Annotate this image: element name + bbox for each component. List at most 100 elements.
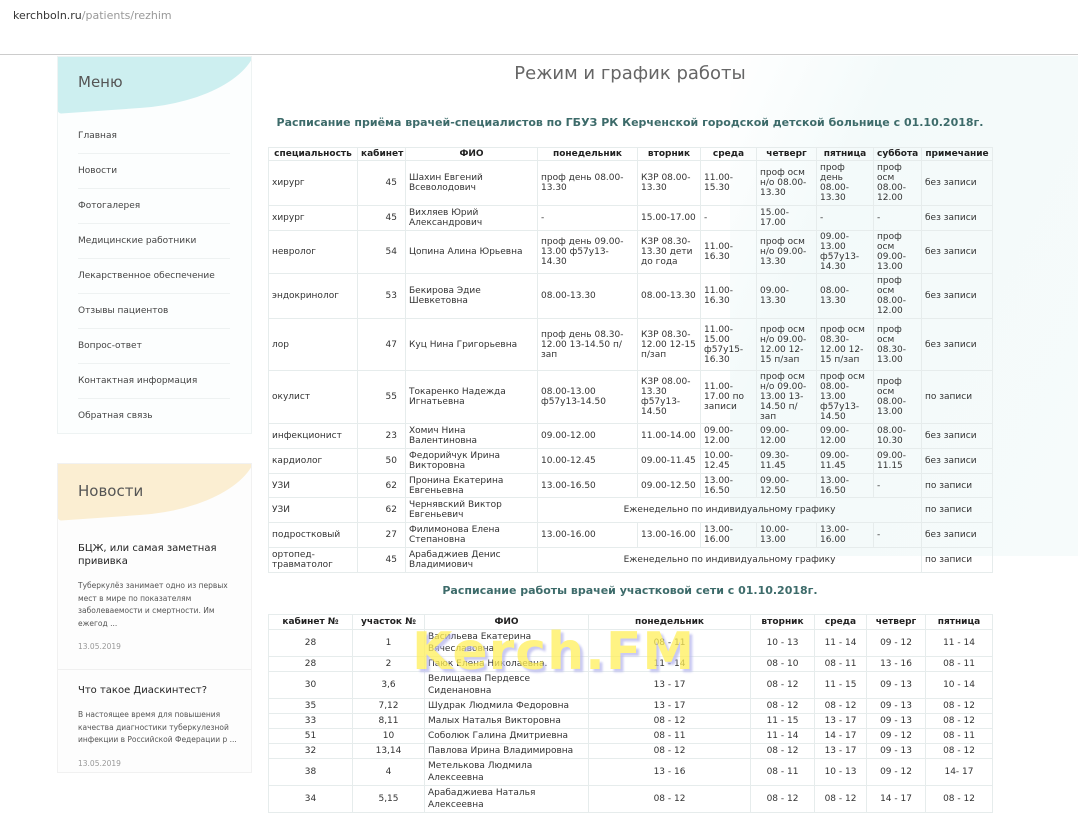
table-cell: без записи xyxy=(921,273,993,319)
news-item-date: 13.05.2019 xyxy=(78,758,121,768)
sidebar-item-link[interactable]: Новости xyxy=(78,154,230,189)
sidebar-item-link[interactable]: Контактная информация xyxy=(78,364,230,399)
table-cell: 13.00-16.50 xyxy=(700,473,757,498)
table-cell: 15.00-17.00 xyxy=(637,205,701,231)
table-cell: 45 xyxy=(357,160,406,206)
table-cell: Соболюк Галина Дмитриевна xyxy=(424,728,589,744)
table-cell: Арабаджиев Денис Владимиович xyxy=(405,547,538,573)
sidebar-item-link[interactable]: Вопрос-ответ xyxy=(78,329,230,364)
sidebar-item-link[interactable]: Фотогалерея xyxy=(78,189,230,224)
table-cell: невролог xyxy=(268,230,358,274)
table-cell: 09.00-12.00 xyxy=(816,423,874,449)
column-header: вторник xyxy=(750,614,815,630)
table-cell: окулист xyxy=(268,370,358,424)
table-cell: Васильева Екатерина Вячеславовна xyxy=(424,629,589,657)
column-header: примечание xyxy=(921,147,993,161)
table-cell: 32 xyxy=(268,743,353,759)
news-item-title[interactable]: Что такое Диаскинтест? xyxy=(78,685,208,696)
table-row: хирург 45 Шахин Евгений Всеволодович проф д… xyxy=(268,160,993,206)
news-item-title[interactable]: БЦЖ, или самая заметная прививка xyxy=(78,543,217,567)
specialists-heading: Расписание приёма врачей-специалистов по… xyxy=(276,116,984,129)
table-cell: 51 xyxy=(268,728,353,744)
table-cell: 09 - 12 xyxy=(866,758,926,786)
column-header: четверг xyxy=(756,147,817,161)
table-cell: 14 - 17 xyxy=(866,785,926,813)
table-row: инфекционист 23 Хомич Нина Валентиновна 09.… xyxy=(268,423,993,449)
table-cell: 3,6 xyxy=(352,671,425,699)
table-cell: 08 - 12 xyxy=(750,671,815,699)
table-cell: кардиолог xyxy=(268,448,358,474)
table-cell: 62 xyxy=(357,497,406,523)
table-cell: 09 - 13 xyxy=(866,713,926,729)
table-cell: 11.00-16.30 xyxy=(700,273,757,319)
table-cell: 33 xyxy=(268,713,353,729)
address-bar[interactable]: kerchboln.ru/patients/rezhim xyxy=(13,9,172,22)
table-cell: 08 - 11 xyxy=(925,728,993,744)
sidebar-item-link[interactable]: Главная xyxy=(78,119,230,154)
table-cell: 09.00-12.50 xyxy=(637,473,701,498)
table-cell: 13 - 17 xyxy=(588,698,751,714)
table-cell: 11.00-14.00 xyxy=(637,423,701,449)
table-row: кардиолог 50 Федорийчук Ирина Викторовна 10… xyxy=(268,448,993,474)
news-item[interactable]: Что такое Диаскинтест? В настоящее время… xyxy=(78,684,238,768)
table-cell: 08.00-13.30 xyxy=(816,273,874,319)
table-cell: - xyxy=(873,522,922,548)
url-path: /patients/rezhim xyxy=(81,9,172,22)
table-cell: проф осм н/о 08.00-13.30 xyxy=(756,160,817,206)
table-cell: - xyxy=(700,205,757,231)
table-cell: 10 - 14 xyxy=(925,671,993,699)
table-cell: УЗИ xyxy=(268,497,358,523)
table-cell: 08 - 11 xyxy=(588,629,751,657)
table-cell: 09.00-12.00 xyxy=(756,423,817,449)
table-cell: без записи xyxy=(921,318,993,371)
table-cell: 08 - 11 xyxy=(814,656,867,672)
table-cell: 38 xyxy=(268,758,353,786)
table-row: 38 4 Метелькова Людмила Алексеевна 13 - 16 0… xyxy=(268,758,993,786)
column-header: пятница xyxy=(925,614,993,630)
table-cell: 4 xyxy=(352,758,425,786)
table-cell: 11.00-15.30 xyxy=(700,160,757,206)
column-header: понедельник xyxy=(537,147,638,161)
column-header: участок № xyxy=(352,614,425,630)
table-row: 32 13,14 Павлова Ирина Владимировна 08 - 12… xyxy=(268,743,993,759)
table-cell: проф осм н/о 09.00-13.00 13-14.50 п/зап xyxy=(756,370,817,424)
table-cell: 09.00-11.45 xyxy=(637,448,701,474)
sidebar-item-link[interactable]: Отзывы пациентов xyxy=(78,294,230,329)
table-cell: 08 - 12 xyxy=(588,743,751,759)
table-cell: по записи xyxy=(921,497,993,523)
table-cell: Метелькова Людмила Алексеевна xyxy=(424,758,589,786)
table-cell: 09.00-13.30 xyxy=(756,273,817,319)
table-cell: 35 xyxy=(268,698,353,714)
table-cell: 10 - 13 xyxy=(750,629,815,657)
table-cell: 28 xyxy=(268,629,353,657)
table-cell: Малых Наталья Викторовна xyxy=(424,713,589,729)
table-cell: 08 - 12 xyxy=(814,785,867,813)
table-cell: 10.00-13.00 xyxy=(756,522,817,548)
news-item[interactable]: БЦЖ, или самая заметная прививка Туберку… xyxy=(78,542,238,651)
table-cell: без записи xyxy=(921,205,993,231)
sidebar-item-link[interactable]: Лекарственное обеспечение xyxy=(78,259,230,294)
table-row: 28 1 Васильева Екатерина Вячеславовна 08 - … xyxy=(268,629,993,657)
table-cell: - xyxy=(873,473,922,498)
sidebar-item-link[interactable]: Обратная связь xyxy=(78,399,230,433)
table-cell: проф день 08.00-13.30 xyxy=(816,160,874,206)
table-cell: 45 xyxy=(357,205,406,231)
column-header: ФИО xyxy=(424,614,589,630)
table-cell: Арабаджиева Наталья Алексеевна xyxy=(424,785,589,813)
table-cell: Шахин Евгений Всеволодович xyxy=(405,160,538,206)
table-cell: проф осм 09.00-13.00 xyxy=(873,230,922,274)
divider xyxy=(0,54,1078,55)
sidebar-item-link[interactable]: Медицинские работники xyxy=(78,224,230,259)
table-cell: без записи xyxy=(921,448,993,474)
table-row: ортопед-травматолог 45 Арабаджиев Денис Вл… xyxy=(268,547,993,573)
table-cell: 08 - 12 xyxy=(750,785,815,813)
table-cell: 11 - 14 xyxy=(814,629,867,657)
table-cell: 13 - 17 xyxy=(588,671,751,699)
table-cell: Пронина Екатерина Евгеньевна xyxy=(405,473,538,498)
sidebar-news: Новости БЦЖ, или самая заметная прививка… xyxy=(57,463,252,773)
table-cell: Хомич Нина Валентиновна xyxy=(405,423,538,449)
column-header: среда xyxy=(700,147,757,161)
table-cell: эндокринолог xyxy=(268,273,358,319)
table-row: 34 5,15 Арабаджиева Наталья Алексеевна 08 -… xyxy=(268,785,993,813)
table-cell: 2 xyxy=(352,656,425,672)
